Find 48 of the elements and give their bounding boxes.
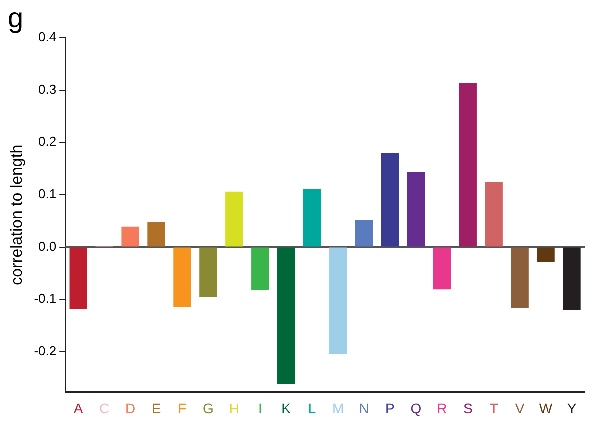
bar bbox=[252, 248, 270, 290]
bar bbox=[433, 248, 451, 290]
y-tick-label: 0.2 bbox=[38, 134, 57, 150]
y-tick-label: 0.4 bbox=[38, 30, 57, 45]
x-tick-label: Q bbox=[410, 400, 422, 416]
bar bbox=[303, 189, 322, 247]
bar bbox=[278, 248, 296, 384]
bar bbox=[355, 220, 374, 247]
bar bbox=[148, 222, 166, 247]
bar bbox=[200, 248, 218, 298]
bar bbox=[329, 248, 348, 355]
y-axis-title: correlation to length bbox=[9, 144, 26, 286]
y-tick-label: 0.0 bbox=[38, 238, 57, 254]
x-tick-label: L bbox=[308, 400, 316, 416]
x-tick-label: P bbox=[386, 400, 395, 416]
bar bbox=[226, 192, 244, 247]
bar bbox=[563, 248, 581, 310]
x-tick-label: M bbox=[332, 400, 344, 416]
x-tick-label: G bbox=[202, 400, 214, 416]
x-tick-label: T bbox=[490, 400, 499, 416]
x-tick-label: E bbox=[152, 400, 162, 416]
bar bbox=[122, 226, 140, 247]
chart-title: g bbox=[8, 2, 24, 34]
bar bbox=[511, 248, 529, 308]
x-tick-label: S bbox=[463, 400, 473, 416]
y-tick-label: 0.1 bbox=[38, 186, 57, 202]
x-tick-label: W bbox=[539, 400, 554, 416]
y-tick-label: -0.1 bbox=[34, 291, 57, 306]
bar bbox=[174, 248, 192, 308]
x-tick-label: A bbox=[74, 400, 84, 416]
bar bbox=[70, 248, 88, 310]
bar bbox=[459, 84, 477, 247]
y-tick-label: 0.3 bbox=[38, 82, 57, 97]
x-tick-label: I bbox=[258, 400, 262, 416]
bar bbox=[485, 182, 503, 247]
bar bbox=[407, 172, 426, 247]
x-tick-label: H bbox=[229, 400, 240, 416]
x-tick-label: N bbox=[359, 400, 370, 416]
bar bbox=[381, 153, 400, 247]
x-tick-label: C bbox=[99, 400, 110, 416]
x-tick-label: Y bbox=[567, 400, 578, 416]
x-tick-label: R bbox=[437, 400, 448, 416]
y-tick-label: -0.2 bbox=[34, 343, 57, 358]
x-tick-label: V bbox=[515, 400, 526, 416]
bar bbox=[537, 248, 555, 262]
x-tick-label: F bbox=[178, 400, 187, 416]
x-tick-label: K bbox=[282, 400, 292, 416]
x-tick-label: D bbox=[125, 400, 136, 416]
